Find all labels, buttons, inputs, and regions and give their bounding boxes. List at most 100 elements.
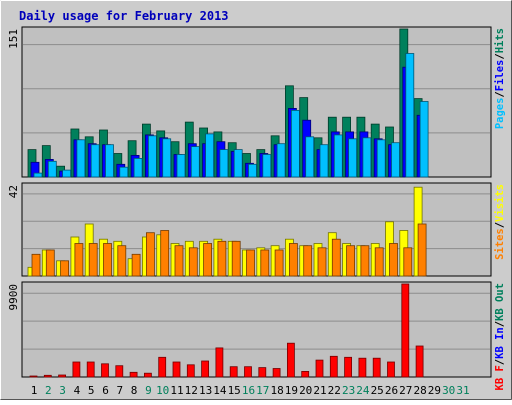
bar-pages <box>233 149 243 178</box>
bar-sites <box>303 245 313 277</box>
bar-sites <box>403 247 413 277</box>
legend-kb: KB F/KB In/KB Out <box>494 283 506 391</box>
legend-item: Hits <box>494 28 506 53</box>
day-label: 7 <box>116 384 123 397</box>
bar-pages <box>176 154 186 178</box>
bar-sites <box>274 249 284 277</box>
bar-kb-f <box>286 342 295 378</box>
bar-kb-f <box>272 368 281 378</box>
bar-pages <box>290 110 300 178</box>
bar-kb-f <box>329 355 338 378</box>
bar-pages <box>133 157 143 178</box>
bar-sites <box>389 243 398 277</box>
day-label: 2 <box>45 384 52 397</box>
bar-kb-f <box>401 283 410 378</box>
bar-kb-f <box>72 361 81 378</box>
bar-kb-f <box>215 347 224 378</box>
y-max-label: 9900 <box>7 284 20 311</box>
bar-pages <box>419 101 429 178</box>
bar-sites <box>360 245 370 277</box>
bar-pages <box>76 139 86 178</box>
day-label: 5 <box>88 384 95 397</box>
bar-kb-f <box>86 361 95 378</box>
bar-sites <box>31 253 41 277</box>
bar-sites <box>174 245 184 277</box>
day-label: 13 <box>199 384 212 397</box>
bar-pages <box>190 146 200 178</box>
bar-pages <box>348 138 358 178</box>
bar-pages <box>147 135 157 178</box>
bar-pages <box>405 53 415 178</box>
legend-visits: Sites/Visits <box>494 184 506 260</box>
bar-kb-f <box>301 370 310 378</box>
day-label: 16 <box>242 384 255 397</box>
bars-hits <box>27 28 429 178</box>
bar-sites <box>374 247 384 277</box>
bar-sites <box>288 243 298 277</box>
bar-kb-f <box>315 359 324 378</box>
bar-kb-f <box>115 365 124 378</box>
day-label: 8 <box>131 384 138 397</box>
chart-panels: 151Pages/Files/Hits42Sites/Visits9900KB … <box>7 26 506 391</box>
bar-pages <box>119 166 129 178</box>
bar-sites <box>74 243 84 277</box>
bar-kb-f <box>244 366 252 378</box>
bar-kb-f <box>101 363 109 378</box>
bar-sites <box>317 247 327 277</box>
day-label: 25 <box>371 384 384 397</box>
bar-kb-f <box>172 361 181 378</box>
bar-sites <box>217 240 227 277</box>
bar-pages <box>33 172 43 178</box>
legend-item: Files <box>494 60 506 92</box>
bar-sites <box>346 245 356 277</box>
day-label: 17 <box>256 384 269 397</box>
day-label: 26 <box>385 384 398 397</box>
bar-pages <box>333 134 343 178</box>
legend-item: KB Out <box>494 283 506 321</box>
bar-pages <box>391 142 400 178</box>
bar-sites <box>131 253 141 277</box>
day-label: 20 <box>299 384 312 397</box>
legend-item: KB In <box>494 327 506 359</box>
day-label: 29 <box>428 384 441 397</box>
bar-kb-f <box>201 360 210 378</box>
bar-pages <box>376 139 386 178</box>
bar-sites <box>417 223 427 277</box>
bar-sites <box>88 243 98 277</box>
bar-pages <box>362 137 372 178</box>
day-label: 15 <box>228 384 241 397</box>
chart-title: Daily usage for February 2013 <box>19 9 229 23</box>
bar-kb-f <box>29 375 38 378</box>
plot-area <box>21 281 492 378</box>
bar-pages <box>262 154 272 178</box>
day-label: 27 <box>399 384 412 397</box>
day-label: 4 <box>74 384 81 397</box>
bar-pages <box>47 160 57 178</box>
day-label: 18 <box>270 384 283 397</box>
day-label: 6 <box>102 384 109 397</box>
bar-sites <box>331 238 341 277</box>
bar-sites <box>246 249 255 277</box>
day-label: 14 <box>213 384 227 397</box>
day-axis-labels: 1 2 3 4 5 6 7 8 9 10 11 12 13 14 15 16 17 18 19 20 21 22 23 24 2… <box>31 384 470 397</box>
day-label: 30 <box>442 384 455 397</box>
bar-pages <box>248 163 257 178</box>
bar-sites <box>103 243 112 277</box>
bars-visits <box>27 186 427 277</box>
legend-item: KB F <box>494 365 506 390</box>
bar-kb-f <box>387 361 395 378</box>
bar-kb-f <box>143 372 152 378</box>
legend-separator: / <box>494 321 506 327</box>
bar-sites <box>231 240 241 277</box>
bar-pages <box>162 138 172 178</box>
gridlines <box>23 292 490 350</box>
bar-kb-f <box>186 364 195 378</box>
bar-sites <box>145 232 155 277</box>
legend-item: Pages <box>494 98 506 130</box>
legend-separator: / <box>494 222 506 228</box>
bar-kb-f <box>43 374 52 378</box>
bar-pages <box>305 136 315 178</box>
